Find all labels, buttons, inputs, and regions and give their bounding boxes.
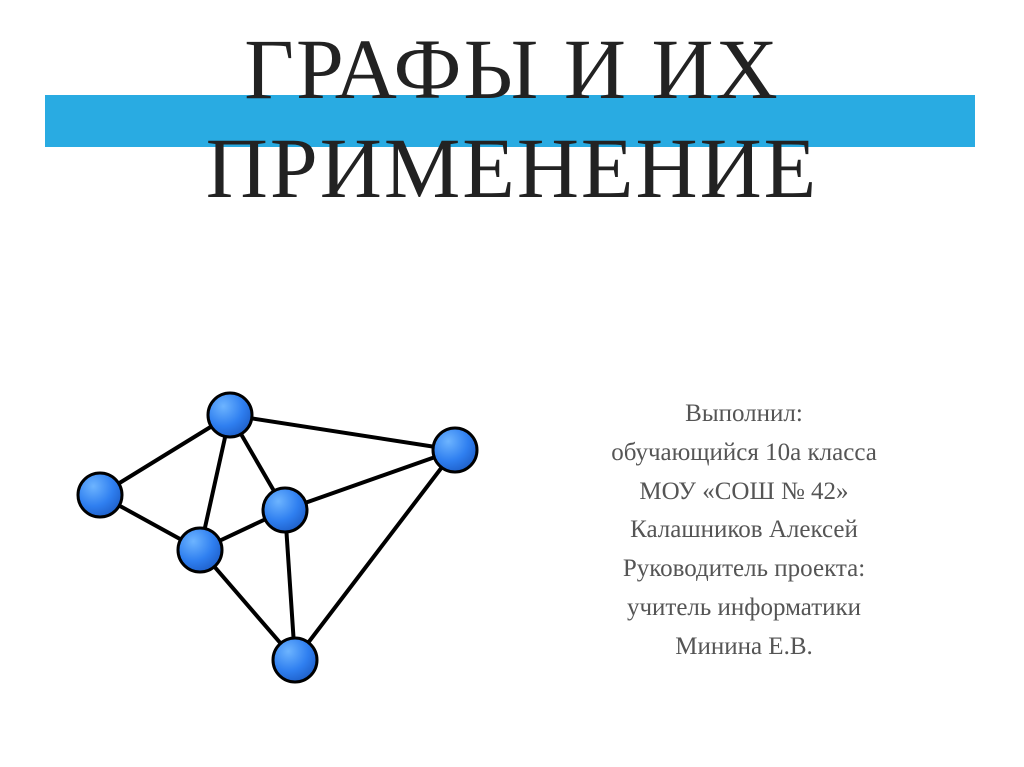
credit-line: Калашников Алексей bbox=[534, 511, 954, 550]
credit-line: МОУ «СОШ № 42» bbox=[534, 473, 954, 512]
graph-node bbox=[263, 488, 307, 532]
credit-line: Выполнил: bbox=[534, 395, 954, 434]
credit-line: Руководитель проекта: bbox=[534, 550, 954, 589]
title-block: ГРАФЫ И ИХ ПРИМЕНЕНИЕ bbox=[0, 20, 1024, 218]
credit-line: обучающийся 10а класса bbox=[534, 434, 954, 473]
graph-node bbox=[273, 638, 317, 682]
slide-title: ГРАФЫ И ИХ ПРИМЕНЕНИЕ bbox=[0, 20, 1024, 218]
graph-edge bbox=[230, 415, 455, 450]
credits-block: Выполнил: обучающийся 10а класса МОУ «СО… bbox=[534, 395, 954, 666]
graph-node bbox=[208, 393, 252, 437]
graph-node bbox=[178, 528, 222, 572]
graph-node bbox=[78, 473, 122, 517]
graph-diagram bbox=[60, 370, 500, 700]
credit-line: Минина Е.В. bbox=[534, 628, 954, 667]
graph-node bbox=[433, 428, 477, 472]
slide: ГРАФЫ И ИХ ПРИМЕНЕНИЕ Выполнил: обучающи… bbox=[0, 0, 1024, 767]
title-line-1: ГРАФЫ И ИХ bbox=[244, 21, 780, 117]
title-line-2: ПРИМЕНЕНИЕ bbox=[206, 120, 818, 216]
graph-edge bbox=[295, 450, 455, 660]
graph-edge bbox=[285, 450, 455, 510]
credit-line: учитель информатики bbox=[534, 589, 954, 628]
graph-svg bbox=[60, 370, 500, 700]
